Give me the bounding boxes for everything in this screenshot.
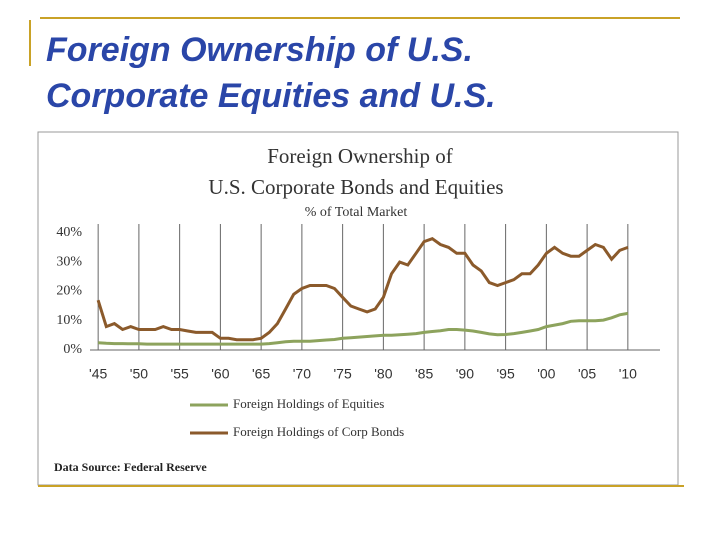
x-tick-label: '60 [211, 366, 229, 382]
x-tick-label: '05 [578, 366, 596, 382]
chart-subtitle: % of Total Market [305, 205, 408, 220]
x-tick-label: '45 [89, 366, 107, 382]
x-tick-label: '75 [334, 366, 352, 382]
x-tick-label: '10 [619, 366, 637, 382]
series-line [97, 311, 629, 346]
x-tick-label: '90 [456, 366, 474, 382]
chart-title: Foreign Ownership of [267, 144, 452, 168]
x-tick-label: '65 [252, 366, 270, 382]
slide-title: Corporate Equities and U.S. [46, 77, 496, 115]
y-tick-label: 10% [56, 313, 82, 328]
slide-title: Foreign Ownership of U.S. [46, 31, 473, 69]
source-note: Data Source: Federal Reserve [54, 460, 207, 474]
x-tick-label: '95 [496, 366, 514, 382]
y-tick-label: 20% [56, 284, 82, 299]
x-tick-label: '80 [374, 366, 392, 382]
x-tick-label: '70 [293, 366, 311, 382]
legend-label: Foreign Holdings of Equities [233, 396, 384, 411]
series-line [96, 237, 629, 342]
y-tick-label: 30% [56, 254, 82, 269]
x-tick-label: '85 [415, 366, 433, 382]
chart-title: U.S. Corporate Bonds and Equities [208, 175, 503, 199]
y-tick-label: 40% [56, 225, 82, 240]
legend-label: Foreign Holdings of Corp Bonds [233, 424, 404, 439]
y-tick-label: 0% [63, 342, 82, 357]
x-tick-label: '00 [537, 366, 555, 382]
x-tick-label: '55 [171, 366, 189, 382]
x-tick-label: '50 [130, 366, 148, 382]
